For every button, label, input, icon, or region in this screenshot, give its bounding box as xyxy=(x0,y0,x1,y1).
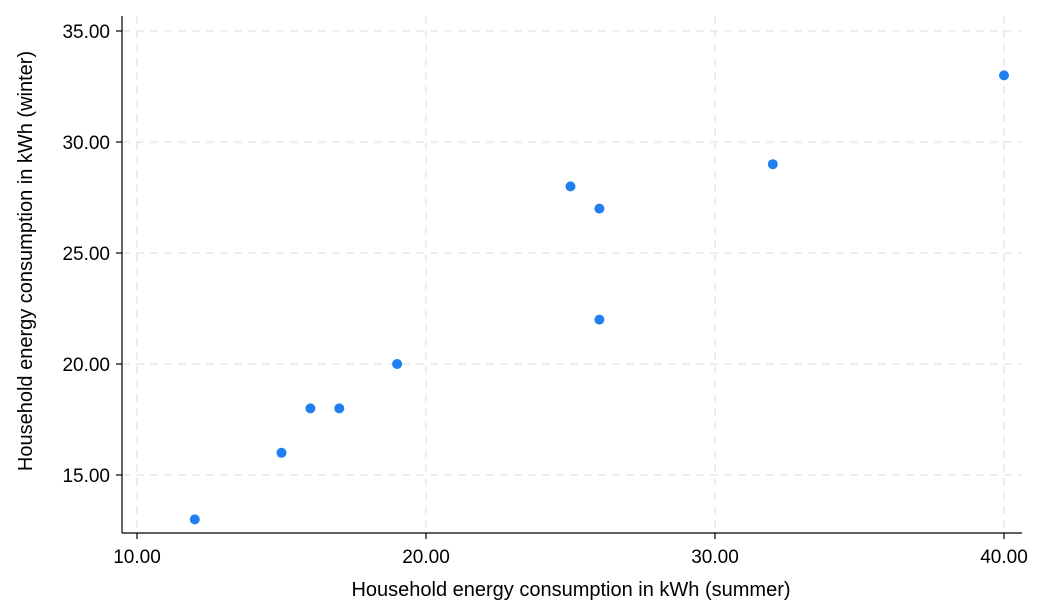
data-points xyxy=(189,70,1009,525)
data-point xyxy=(594,203,605,214)
x-axis-title: Household energy consumption in kWh (sum… xyxy=(351,579,790,601)
data-point xyxy=(594,314,605,325)
data-point xyxy=(565,181,576,192)
x-tick-label: 40.00 xyxy=(980,547,1028,568)
data-point xyxy=(334,403,345,414)
grid-lines xyxy=(122,16,1022,533)
y-tick-label: 25.00 xyxy=(62,244,110,265)
data-point xyxy=(767,159,778,170)
tick-marks: 10.00 20.00 30.00 40.00 15.00 20.00 25.00 30.00… xyxy=(62,22,1027,568)
data-point xyxy=(276,447,287,458)
y-tick-label: 20.00 xyxy=(62,355,110,376)
data-point xyxy=(999,70,1009,81)
data-point xyxy=(305,403,316,414)
y-tick-label: 35.00 xyxy=(62,22,110,43)
x-tick-label: 10.00 xyxy=(113,547,161,568)
data-point xyxy=(189,514,200,525)
data-point xyxy=(392,359,403,369)
x-tick-label: 20.00 xyxy=(402,547,450,568)
axes xyxy=(121,16,1022,534)
y-tick-label: 15.00 xyxy=(62,466,110,487)
y-tick-label: 30.00 xyxy=(62,133,110,154)
x-tick-label: 30.00 xyxy=(691,547,739,568)
y-axis-title: Household energy consumption in kWh (win… xyxy=(15,51,37,471)
